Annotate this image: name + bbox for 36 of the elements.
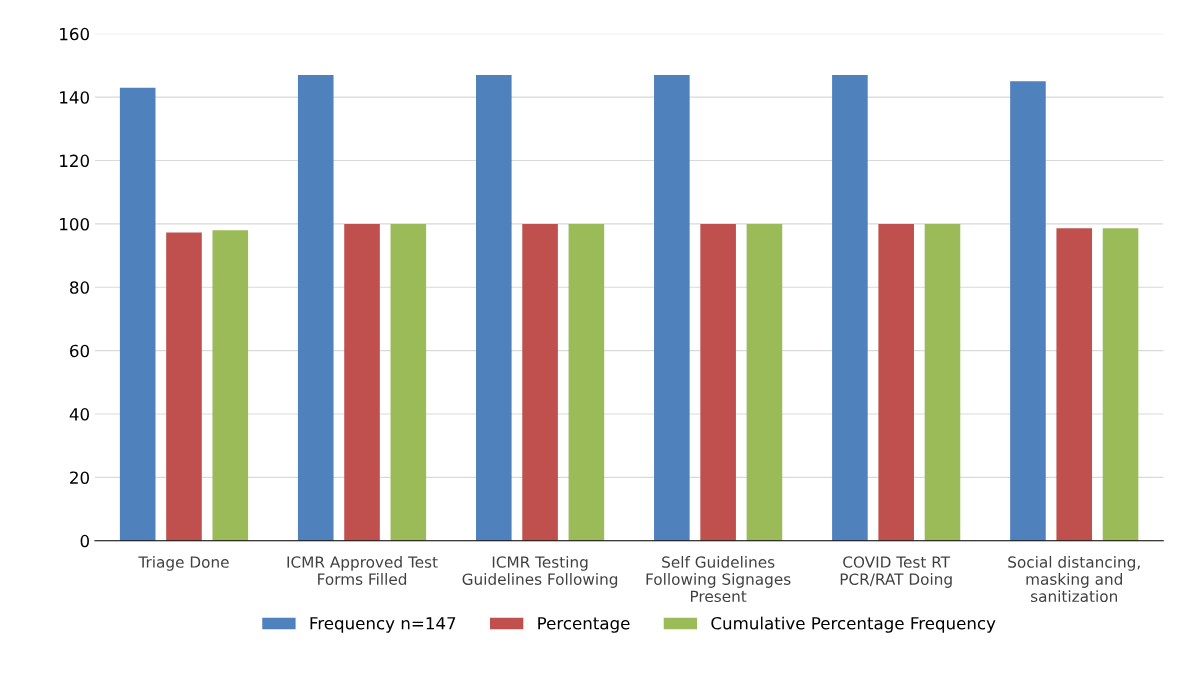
bar <box>568 223 605 541</box>
legend-label: Frequency n=147 <box>310 617 456 633</box>
x-tick-label: ICMR Approved Test Forms Filled <box>287 556 438 585</box>
bar <box>475 74 512 541</box>
y-tick-label: 40 <box>69 408 89 421</box>
y-tick-label: 100 <box>60 217 89 231</box>
bar <box>700 223 736 541</box>
y-tick-label: 20 <box>70 471 89 484</box>
bar <box>344 223 380 541</box>
bar <box>1056 228 1093 541</box>
bar <box>212 230 249 541</box>
bar <box>390 223 427 541</box>
bar <box>878 223 914 541</box>
y-tick-label: 60 <box>70 344 89 358</box>
y-tick-label: 80 <box>70 281 89 294</box>
bar <box>1102 228 1139 541</box>
bar <box>119 87 156 541</box>
bar <box>654 74 690 541</box>
bar <box>522 223 558 541</box>
bar <box>746 223 783 541</box>
y-tick-label: 0 <box>80 534 89 548</box>
bar <box>166 232 202 541</box>
bar <box>1010 81 1046 541</box>
legend-label: Cumulative Percentage Frequency <box>711 616 996 633</box>
x-tick-label: ICMR Testing Guidelines Following <box>462 556 618 588</box>
x-tick-label: Triage Done <box>138 556 229 571</box>
bar <box>832 74 868 541</box>
x-tick-label: COVID Test RT PCR/RAT Doing <box>840 556 952 588</box>
y-tick-label: 120 <box>60 154 89 168</box>
y-tick-label: 160 <box>60 27 89 41</box>
x-tick-label: Social distancing, masking and sanitization <box>1008 556 1140 603</box>
y-tick-label: 140 <box>60 91 89 104</box>
bar <box>924 223 961 541</box>
legend-label: Percentage <box>538 617 630 633</box>
x-tick-label: Self Guidelines Following Signages Present <box>646 556 791 603</box>
bar <box>297 74 334 541</box>
